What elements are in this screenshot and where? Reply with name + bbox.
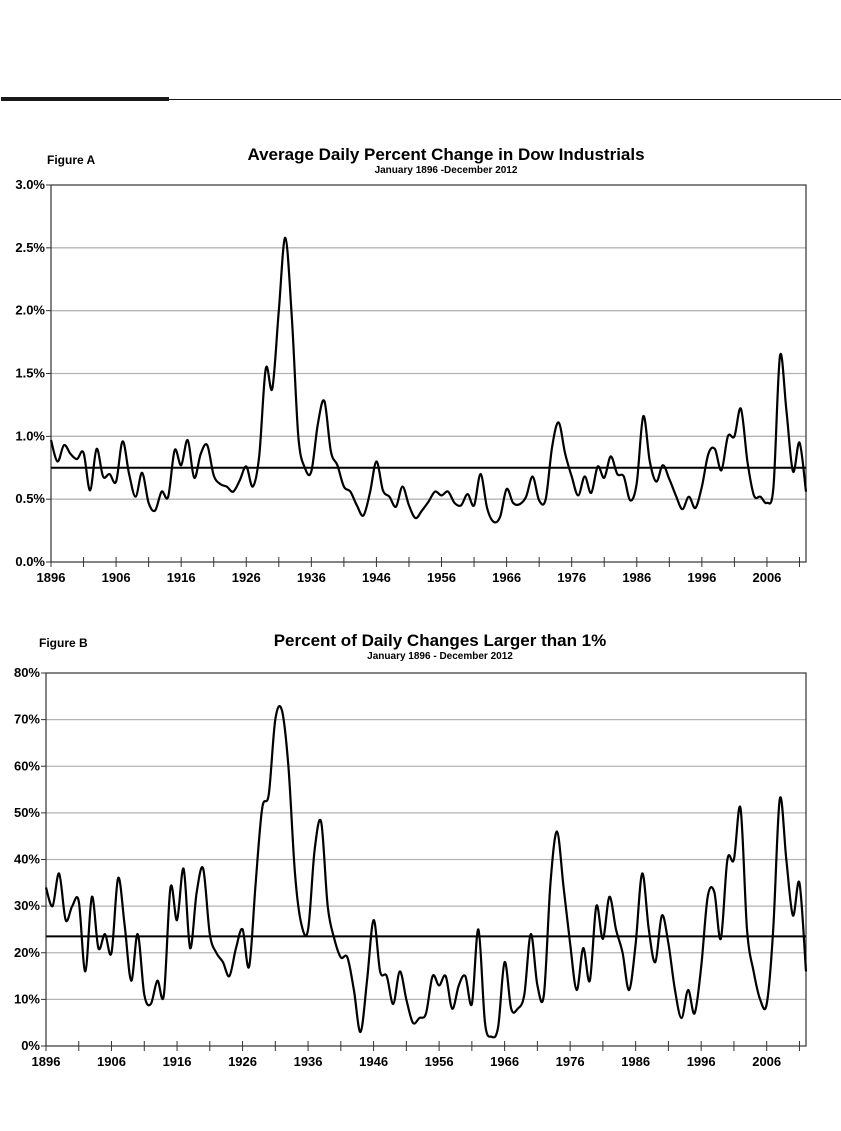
x-tick-label: 1906 bbox=[97, 1054, 126, 1069]
x-tick-label: 1896 bbox=[32, 1054, 61, 1069]
x-tick-label: 1996 bbox=[687, 570, 716, 585]
x-tick-label: 1906 bbox=[102, 570, 131, 585]
figure-a-x-axis: 1896 1906 1916 1926 1936 1946 1956 1966 1976 1986… bbox=[37, 557, 800, 585]
figure-a-y-axis: 0.0% 0.5% 1.0% 1.5% 2.0% 2.5% 3.0% bbox=[15, 177, 51, 569]
header-rule bbox=[1, 99, 841, 100]
figure-a-subtitle: January 1896 -December 2012 bbox=[375, 165, 518, 176]
figure-b-x-axis: 1896 1906 1916 1926 1936 1946 1956 1966 1976 1986… bbox=[32, 1041, 800, 1069]
y-tick-label: 30% bbox=[14, 898, 40, 913]
x-tick-label: 1926 bbox=[232, 570, 261, 585]
figure-b-plot-frame bbox=[45, 672, 807, 1047]
figure-a-label: Figure A bbox=[47, 153, 96, 167]
figure-b-label: Figure B bbox=[39, 636, 88, 650]
y-tick-label: 0.0% bbox=[15, 554, 45, 569]
figure-b-gridlines bbox=[46, 718, 806, 1001]
x-tick-label: 1936 bbox=[294, 1054, 323, 1069]
x-tick-label: 2006 bbox=[752, 1054, 781, 1069]
x-tick-label: 1976 bbox=[556, 1054, 585, 1069]
x-tick-label: 1896 bbox=[37, 570, 66, 585]
x-tick-label: 1926 bbox=[228, 1054, 257, 1069]
y-tick-label: 70% bbox=[14, 712, 40, 727]
y-tick-label: 0% bbox=[21, 1038, 40, 1053]
x-tick-label: 1986 bbox=[622, 570, 651, 585]
y-tick-label: 1.0% bbox=[15, 428, 45, 443]
figure-b-title: Percent of Daily Changes Larger than 1% bbox=[274, 631, 607, 650]
figure-b-series-line bbox=[44, 705, 808, 1039]
x-tick-label: 1966 bbox=[490, 1054, 519, 1069]
x-tick-label: 1936 bbox=[297, 570, 326, 585]
x-tick-label: 1996 bbox=[687, 1054, 716, 1069]
x-tick-label: 1986 bbox=[621, 1054, 650, 1069]
figure-a-series-line bbox=[49, 236, 808, 524]
x-tick-label: 1976 bbox=[557, 570, 586, 585]
y-tick-label: 2.0% bbox=[15, 303, 45, 318]
figure-b-y-axis: 0% 10% 20% 30% 40% 50% 60% 70% 80% bbox=[14, 665, 46, 1053]
figure-b-subtitle: January 1896 - December 2012 bbox=[367, 651, 513, 662]
y-tick-label: 50% bbox=[14, 805, 40, 820]
y-tick-label: 20% bbox=[14, 945, 40, 960]
y-tick-label: 3.0% bbox=[15, 177, 45, 192]
x-tick-label: 1946 bbox=[362, 570, 391, 585]
figure-a-gridlines bbox=[51, 247, 806, 500]
y-tick-label: 0.5% bbox=[15, 491, 45, 506]
x-tick-label: 1946 bbox=[359, 1054, 388, 1069]
y-tick-label: 2.5% bbox=[15, 240, 45, 255]
figure-a-chart: Figure A Average Daily Percent Change in… bbox=[15, 145, 808, 585]
y-tick-label: 1.5% bbox=[15, 366, 45, 381]
x-tick-label: 1956 bbox=[425, 1054, 454, 1069]
x-tick-label: 1966 bbox=[492, 570, 521, 585]
y-tick-label: 80% bbox=[14, 665, 40, 680]
x-tick-label: 2006 bbox=[752, 570, 781, 585]
x-tick-label: 1916 bbox=[163, 1054, 192, 1069]
figure-a-plot-frame bbox=[50, 184, 807, 563]
y-tick-label: 40% bbox=[14, 852, 40, 867]
figure-a-title: Average Daily Percent Change in Dow Indu… bbox=[247, 145, 644, 164]
x-tick-label: 1956 bbox=[427, 570, 456, 585]
y-tick-label: 10% bbox=[14, 991, 40, 1006]
y-tick-label: 60% bbox=[14, 758, 40, 773]
x-tick-label: 1916 bbox=[167, 570, 196, 585]
